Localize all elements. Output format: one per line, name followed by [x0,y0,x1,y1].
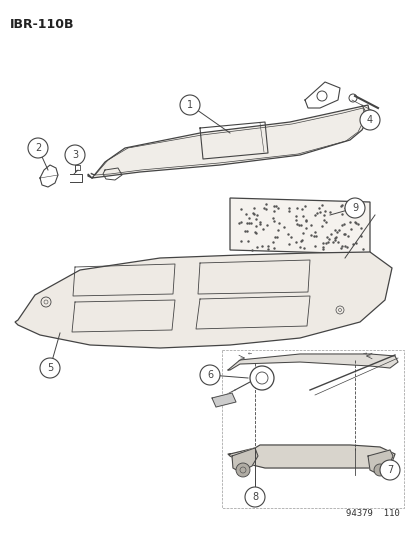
Circle shape [373,464,385,476]
Polygon shape [15,252,391,348]
Polygon shape [211,393,235,407]
Polygon shape [228,354,397,370]
Text: 5: 5 [47,363,53,373]
Text: IBR-110B: IBR-110B [10,18,74,31]
Circle shape [40,358,60,378]
Text: 8: 8 [252,492,257,502]
Text: 6: 6 [206,370,213,380]
Text: ←: ← [247,351,252,356]
Circle shape [244,487,264,507]
Circle shape [344,198,364,218]
Polygon shape [228,445,394,468]
Polygon shape [231,448,257,472]
Polygon shape [367,450,392,474]
Circle shape [359,110,379,130]
Text: →: → [362,351,366,356]
Circle shape [199,365,219,385]
Polygon shape [88,105,369,178]
Text: 2: 2 [35,143,41,153]
Circle shape [180,95,199,115]
Text: 7: 7 [386,465,392,475]
Text: 94379  110: 94379 110 [345,509,399,518]
Circle shape [379,460,399,480]
Text: 3: 3 [72,150,78,160]
Circle shape [28,138,48,158]
Text: 1: 1 [187,100,192,110]
Circle shape [65,145,85,165]
Polygon shape [230,198,369,254]
Text: 9: 9 [351,203,357,213]
Circle shape [249,366,273,390]
Text: 4: 4 [366,115,372,125]
Circle shape [235,463,249,477]
